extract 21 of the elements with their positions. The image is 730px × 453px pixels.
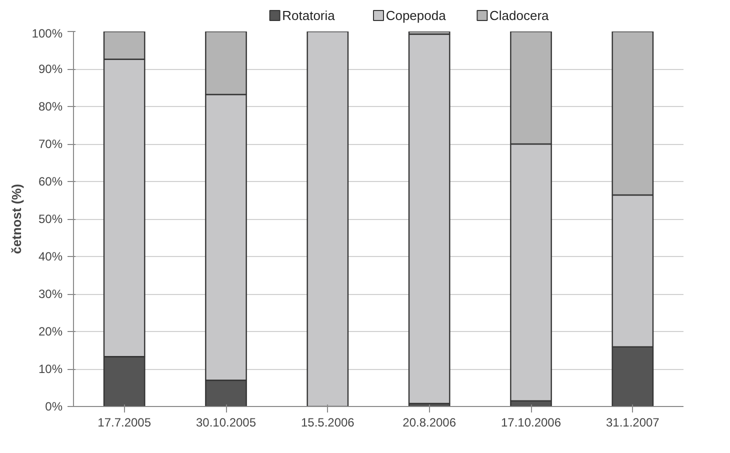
x-tick-label: 20.8.2006 bbox=[402, 416, 456, 430]
y-tick-label: 70% bbox=[38, 137, 63, 151]
y-tick-label: 50% bbox=[38, 212, 63, 226]
y-tick-label: 100% bbox=[32, 26, 63, 40]
y-tick-label: 90% bbox=[38, 62, 63, 76]
x-tick-label: 15.5.2006 bbox=[300, 416, 355, 430]
legend-label: Rotatoria bbox=[282, 8, 336, 23]
legend-label: Cladocera bbox=[490, 8, 550, 23]
y-tick-label: 30% bbox=[38, 287, 63, 301]
y-tick-label: 20% bbox=[38, 324, 63, 338]
y-axis-title: četnost (%) bbox=[8, 184, 24, 254]
y-tick-label: 80% bbox=[38, 100, 63, 114]
x-tick-label: 31.1.2007 bbox=[606, 416, 660, 430]
x-tick-label: 30.10.2005 bbox=[196, 416, 256, 430]
y-tick-label: 10% bbox=[38, 362, 63, 376]
x-tick-label: 17.10.2006 bbox=[500, 416, 562, 430]
y-tick-label: 60% bbox=[38, 174, 63, 188]
y-tick-label: 40% bbox=[38, 250, 63, 264]
y-tick-label: 0% bbox=[45, 400, 63, 414]
legend-label: Copepoda bbox=[386, 8, 447, 23]
x-tick-label: 17.7.2005 bbox=[98, 416, 152, 430]
